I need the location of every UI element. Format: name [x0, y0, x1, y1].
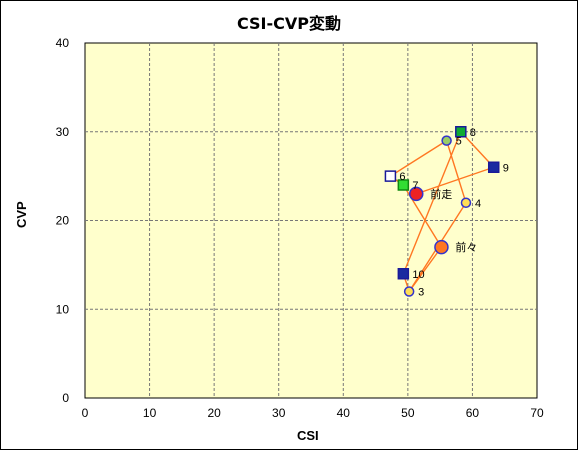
point-label: 6 — [399, 171, 405, 183]
chart-title: CSI-CVP変動 — [236, 14, 341, 33]
x-axis-label: CSI — [297, 428, 319, 443]
point-marker-5 — [441, 135, 452, 146]
point-label: 7 — [412, 180, 418, 192]
point-marker-3 — [403, 286, 415, 297]
x-tick-label: 70 — [530, 406, 544, 420]
x-tick-label: 40 — [337, 406, 351, 420]
point-label: 3 — [418, 287, 424, 299]
y-tick-label: 0 — [62, 391, 69, 405]
point-label: 9 — [503, 162, 509, 174]
y-tick-label: 10 — [56, 302, 70, 316]
point-label: 前々 — [455, 240, 477, 254]
point-marker-6 — [384, 170, 397, 182]
point-marker-8 — [455, 126, 467, 138]
point-marker-10 — [397, 268, 410, 280]
point-marker-9 — [487, 161, 500, 173]
y-tick-label: 30 — [56, 125, 70, 139]
y-tick-label: 20 — [56, 214, 70, 228]
point-marker-前走 — [409, 186, 424, 202]
x-tick-label: 60 — [466, 406, 480, 420]
point-label: 10 — [412, 269, 424, 281]
point-label: 8 — [470, 127, 476, 139]
x-tick-label: 20 — [207, 406, 221, 420]
x-tick-label: 10 — [143, 406, 157, 420]
x-tick-label: 30 — [272, 406, 286, 420]
point-label: 4 — [475, 198, 481, 210]
point-marker-4 — [460, 197, 472, 208]
point-marker-前々 — [434, 239, 449, 255]
point-marker-7 — [397, 179, 410, 191]
x-tick-label: 50 — [401, 406, 415, 420]
y-tick-label: 40 — [56, 36, 70, 50]
point-label: 前走 — [430, 187, 452, 201]
x-tick-label: 0 — [82, 406, 89, 420]
point-label: 5 — [456, 136, 462, 148]
